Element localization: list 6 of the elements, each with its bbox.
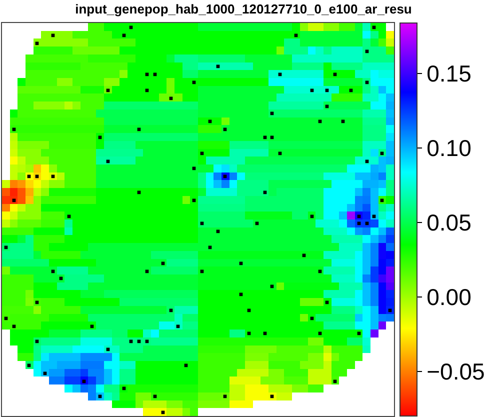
color-bar-label: 0.10 xyxy=(426,135,472,162)
chart-title: input_genepop_hab_1000_120127710_0_e100_ar_resu xyxy=(75,2,412,17)
color-bar-label: −0.05 xyxy=(426,358,485,384)
color-bar-label: 0.15 xyxy=(426,60,472,87)
color-bar-label: 0.05 xyxy=(426,210,472,236)
color-bar-label: 0.00 xyxy=(426,284,472,310)
